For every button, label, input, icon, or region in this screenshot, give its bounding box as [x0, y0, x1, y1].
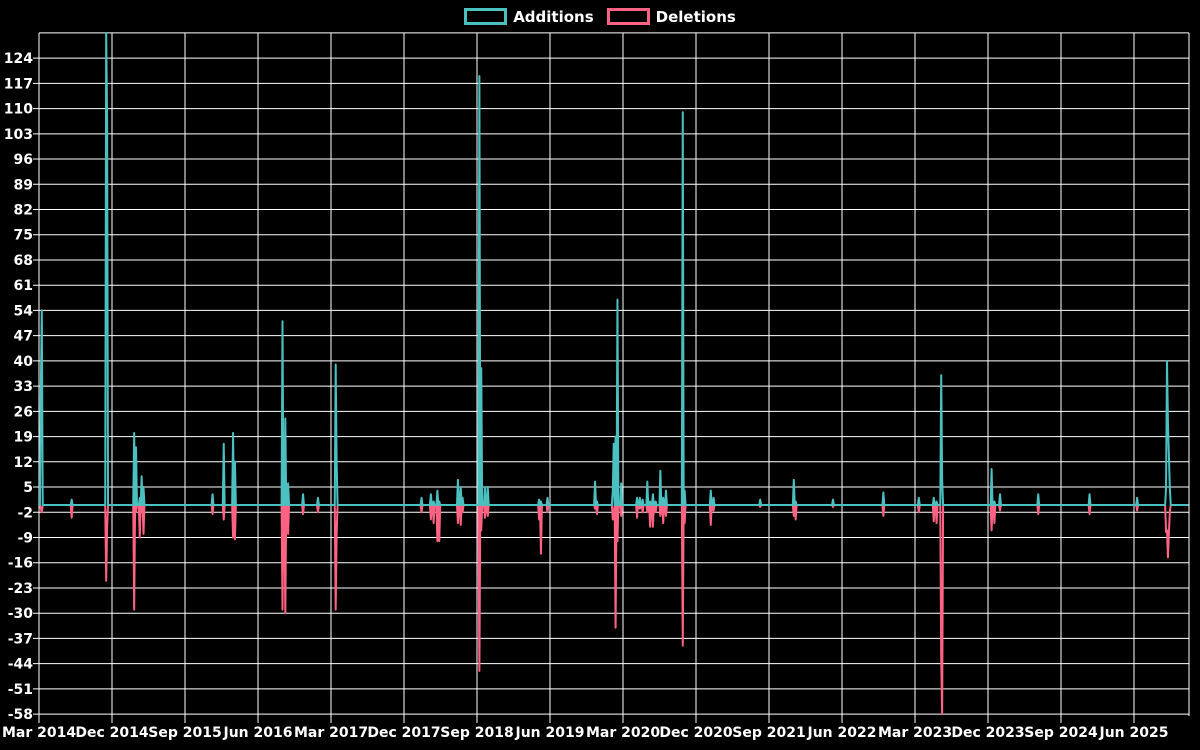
y-axis-tick-label: 110 [4, 102, 33, 118]
x-axis-tick-label: Sep 2021 [732, 725, 805, 741]
y-axis-tick-label: 68 [14, 253, 33, 269]
legend-item-additions[interactable]: Additions [464, 7, 594, 26]
additions-legend-swatch-icon [464, 8, 508, 25]
chart-legend: Additions Deletions [0, 8, 1200, 25]
legend-item-deletions[interactable]: Deletions [606, 7, 736, 26]
y-axis-tick-label: -16 [8, 556, 33, 572]
x-axis-tick-label: Mar 2023 [878, 725, 952, 741]
x-axis-tick-label: Sep 2024 [1024, 725, 1098, 741]
x-axis-tick-label: Jun 2019 [515, 725, 585, 741]
x-axis-tick-label: Mar 2017 [294, 725, 368, 741]
y-axis-tick-label: 103 [4, 127, 33, 143]
deletions-legend-swatch-icon [606, 8, 650, 25]
x-axis-tick-label: Mar 2014 [2, 725, 76, 741]
y-axis-tick-label: 117 [4, 76, 33, 92]
x-axis-tick-label: Mar 2020 [586, 725, 660, 741]
x-axis-tick-label: Jun 2022 [807, 725, 877, 741]
x-axis-tick-label: Dec 2023 [951, 725, 1024, 741]
x-axis-tick-label: Sep 2018 [440, 725, 513, 741]
x-axis-tick-label: Dec 2017 [367, 725, 440, 741]
x-axis-tick-label: Jun 2016 [223, 725, 293, 741]
deletions-legend-label: Deletions [655, 7, 736, 26]
y-axis-tick-label: 40 [14, 354, 34, 370]
y-axis-tick-label: -44 [8, 657, 34, 673]
y-axis-tick-label: -30 [8, 606, 34, 622]
y-axis-tick-label: 96 [14, 152, 33, 168]
y-axis-tick-label: 33 [14, 379, 33, 395]
x-axis-tick-label: Dec 2020 [659, 725, 733, 741]
y-axis-tick-label: -9 [17, 530, 33, 546]
y-axis-tick-label: 82 [14, 203, 33, 219]
y-axis-tick-label: 61 [14, 278, 33, 294]
y-axis-tick-label: -51 [8, 682, 33, 698]
deletions-line [38, 504, 1189, 716]
y-axis-tick-label: -37 [8, 631, 33, 647]
y-axis-tick-label: 5 [23, 480, 33, 496]
additions-legend-label: Additions [513, 7, 594, 26]
y-axis-tick-label: 75 [14, 228, 33, 244]
x-axis-tick-label: Dec 2014 [75, 725, 149, 741]
y-axis-tick-label: -2 [17, 505, 33, 521]
y-axis-tick-label: -23 [8, 581, 33, 597]
y-axis-tick-label: 19 [14, 430, 33, 446]
y-axis-tick-label: 47 [14, 329, 33, 345]
y-axis-tick-label: -58 [8, 707, 33, 723]
y-axis-tick-label: 54 [14, 303, 34, 319]
y-axis-tick-label: 26 [14, 404, 33, 420]
additions-line [38, 31, 1189, 507]
y-axis-tick-label: 12 [14, 455, 33, 471]
y-axis-tick-label: 89 [14, 177, 33, 193]
x-axis-tick-label: Jun 2025 [1099, 725, 1169, 741]
x-axis-tick-label: Sep 2015 [148, 725, 221, 741]
y-axis-tick-label: 124 [4, 51, 33, 67]
